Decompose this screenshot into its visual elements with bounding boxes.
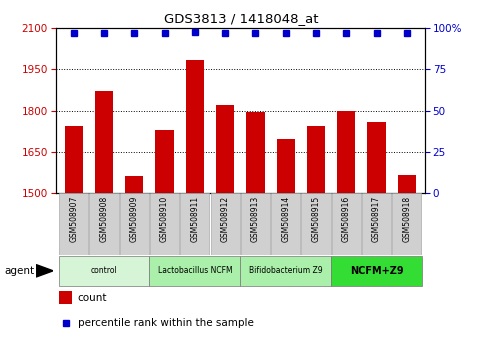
Text: count: count <box>78 293 107 303</box>
FancyBboxPatch shape <box>331 256 422 286</box>
FancyBboxPatch shape <box>59 193 88 255</box>
FancyBboxPatch shape <box>362 193 391 255</box>
Text: GSM508912: GSM508912 <box>221 196 229 242</box>
Polygon shape <box>36 264 53 277</box>
FancyBboxPatch shape <box>241 256 331 286</box>
Text: agent: agent <box>5 266 35 276</box>
Bar <box>59 291 72 304</box>
Bar <box>65 126 83 193</box>
Text: GSM508915: GSM508915 <box>312 196 321 242</box>
Text: GSM508909: GSM508909 <box>130 196 139 242</box>
Text: percentile rank within the sample: percentile rank within the sample <box>78 318 254 328</box>
FancyBboxPatch shape <box>211 193 240 255</box>
Text: GSM508908: GSM508908 <box>99 196 109 242</box>
Bar <box>216 105 234 193</box>
FancyBboxPatch shape <box>149 256 241 286</box>
Text: GSM508910: GSM508910 <box>160 196 169 242</box>
Text: GSM508916: GSM508916 <box>342 196 351 242</box>
Text: control: control <box>91 266 117 275</box>
Bar <box>125 177 143 193</box>
Bar <box>186 60 204 193</box>
Text: GSM508913: GSM508913 <box>251 196 260 242</box>
Text: GSM508911: GSM508911 <box>190 196 199 242</box>
Bar <box>277 139 295 193</box>
Text: NCFM+Z9: NCFM+Z9 <box>350 266 403 276</box>
FancyBboxPatch shape <box>392 193 421 255</box>
Bar <box>95 91 113 193</box>
Text: GSM508917: GSM508917 <box>372 196 381 242</box>
Text: Lactobacillus NCFM: Lactobacillus NCFM <box>157 266 232 275</box>
Bar <box>307 126 325 193</box>
FancyBboxPatch shape <box>150 193 179 255</box>
Bar <box>398 175 416 193</box>
Text: GDS3813 / 1418048_at: GDS3813 / 1418048_at <box>164 12 319 25</box>
FancyBboxPatch shape <box>58 256 149 286</box>
Text: Bifidobacterium Z9: Bifidobacterium Z9 <box>249 266 323 275</box>
FancyBboxPatch shape <box>89 193 118 255</box>
Text: GSM508914: GSM508914 <box>281 196 290 242</box>
Bar <box>368 122 385 193</box>
Bar <box>337 111 355 193</box>
FancyBboxPatch shape <box>301 193 330 255</box>
Bar <box>156 130 174 193</box>
Text: GSM508907: GSM508907 <box>69 196 78 242</box>
Text: GSM508918: GSM508918 <box>402 196 412 242</box>
FancyBboxPatch shape <box>332 193 361 255</box>
FancyBboxPatch shape <box>271 193 300 255</box>
FancyBboxPatch shape <box>120 193 149 255</box>
FancyBboxPatch shape <box>180 193 210 255</box>
FancyBboxPatch shape <box>241 193 270 255</box>
Bar <box>246 112 265 193</box>
